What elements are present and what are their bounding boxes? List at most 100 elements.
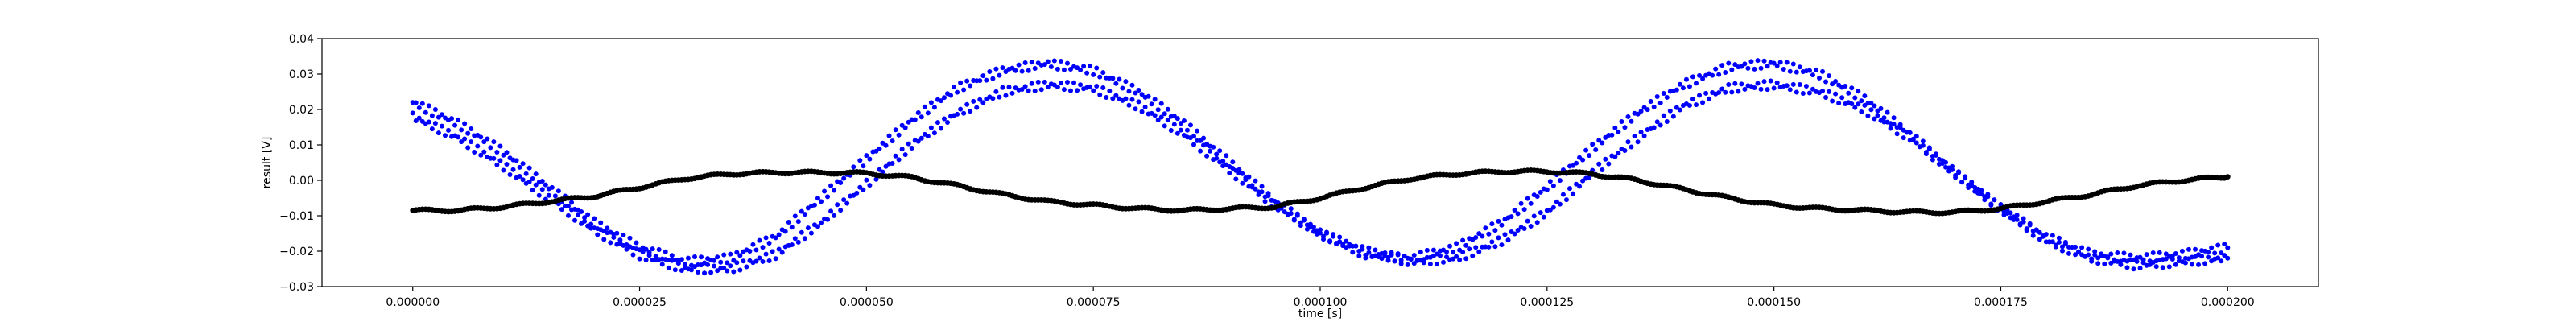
data-point	[902, 125, 908, 130]
data-point	[1473, 245, 1479, 250]
data-point	[941, 95, 947, 101]
data-point	[543, 182, 548, 188]
data-point	[1833, 91, 1839, 97]
data-point	[1859, 109, 1864, 115]
data-point	[2056, 239, 2062, 245]
data-point	[1755, 80, 1761, 86]
data-point	[1350, 250, 1356, 255]
data-point	[1758, 86, 1764, 92]
data-point	[750, 242, 756, 247]
data-point	[1463, 242, 1469, 248]
data-point	[815, 196, 820, 201]
data-point	[1048, 64, 1054, 70]
data-point	[1865, 113, 1871, 118]
data-point	[1097, 74, 1103, 80]
data-point	[1992, 197, 1997, 203]
data-point	[1827, 73, 1832, 79]
y-tick-label: 0.04	[289, 33, 314, 46]
data-point	[2121, 250, 2127, 256]
data-point	[721, 266, 727, 271]
data-point	[964, 101, 970, 107]
data-point	[1901, 135, 1906, 141]
data-point	[469, 139, 474, 145]
data-point	[1852, 105, 1858, 110]
data-point	[1088, 63, 1093, 68]
data-point	[805, 225, 811, 231]
data-point	[841, 197, 847, 203]
data-point	[958, 80, 964, 85]
data-point	[1939, 158, 1945, 163]
data-point	[1872, 103, 1877, 109]
data-point	[1042, 62, 1047, 68]
data-point	[1574, 160, 1579, 166]
data-point	[491, 155, 497, 161]
data-point	[724, 268, 730, 274]
data-point	[2140, 260, 2146, 266]
data-point	[1318, 230, 1323, 236]
data-point	[1606, 161, 1612, 167]
data-point	[2222, 253, 2227, 258]
data-point	[1136, 99, 1141, 105]
data-point	[1803, 84, 1809, 89]
data-point	[753, 247, 759, 253]
data-point	[1830, 81, 1835, 87]
data-point	[2182, 260, 2188, 266]
data-point	[2150, 259, 2156, 265]
data-point	[699, 262, 704, 268]
data-point	[1236, 171, 1242, 176]
data-point	[1723, 69, 1728, 75]
data-point	[1752, 85, 1757, 90]
data-point	[1091, 88, 1096, 93]
data-point	[1790, 61, 1796, 67]
data-point	[1833, 78, 1839, 84]
data-point	[1071, 80, 1077, 85]
data-point	[2157, 257, 2162, 262]
data-point	[1307, 221, 1313, 227]
data-point	[724, 260, 730, 266]
data-point	[2108, 251, 2114, 257]
data-point	[896, 132, 902, 138]
data-point	[990, 96, 996, 101]
data-point	[2008, 210, 2013, 216]
data-point	[2024, 228, 2029, 233]
data-point	[1162, 111, 1167, 117]
data-point	[893, 127, 898, 133]
data-point	[569, 200, 574, 205]
data-point	[2011, 214, 2017, 220]
data-point	[634, 240, 639, 246]
data-point	[1168, 127, 1174, 133]
data-point	[1217, 159, 1223, 165]
data-point	[1327, 238, 1333, 244]
data-point	[456, 117, 461, 122]
data-point	[669, 253, 675, 258]
data-point	[1719, 86, 1725, 92]
data-point	[1823, 79, 1829, 85]
data-point	[627, 235, 633, 241]
data-point	[1619, 118, 1624, 124]
data-point	[1923, 151, 1929, 157]
data-point	[1852, 95, 1858, 101]
data-point	[1321, 233, 1327, 239]
data-point	[1729, 67, 1735, 72]
data-point	[1953, 172, 1959, 178]
data-point	[753, 258, 759, 264]
data-point	[621, 232, 626, 237]
data-point	[1632, 134, 1637, 139]
data-point	[835, 202, 840, 208]
data-point	[2150, 250, 2156, 256]
data-point	[543, 196, 548, 202]
data-point	[1787, 87, 1793, 93]
data-point	[974, 105, 980, 110]
data-point	[1726, 60, 1732, 66]
data-point	[413, 118, 419, 124]
data-point	[1904, 130, 1909, 135]
data-point	[1872, 116, 1877, 122]
data-point	[1029, 80, 1034, 86]
data-point	[1868, 107, 1874, 113]
data-point	[1560, 192, 1566, 197]
data-point	[533, 182, 539, 188]
data-point	[1208, 148, 1213, 154]
data-point	[1635, 139, 1641, 145]
data-point	[1577, 184, 1583, 189]
data-point	[1411, 261, 1417, 266]
